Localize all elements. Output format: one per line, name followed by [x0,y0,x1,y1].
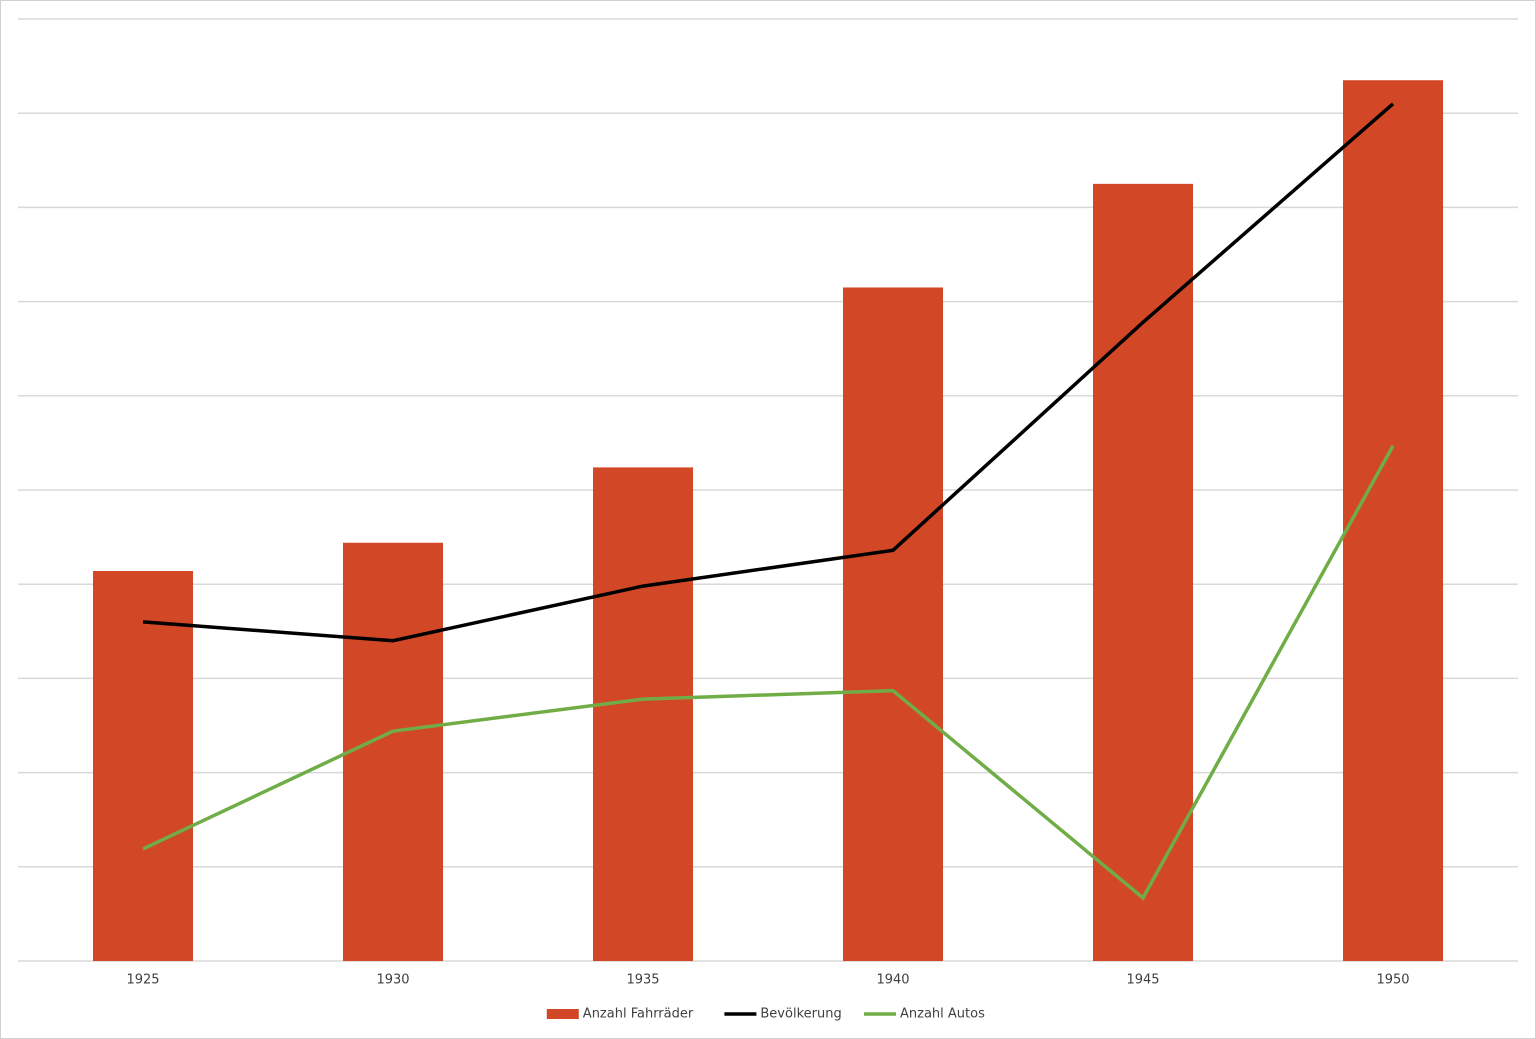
x-tick-label: 1935 [626,973,659,988]
bar [1343,80,1443,962]
bar [593,467,693,961]
legend-label: Bevölkerung [760,1007,841,1022]
legend-label: Anzahl Fahrräder [583,1007,694,1022]
legend-label: Anzahl Autos [900,1007,985,1022]
line [142,444,1395,901]
bar [843,287,943,962]
line [142,102,1395,643]
x-tick-label: 1945 [1126,973,1159,988]
bar [343,542,443,961]
bar [1093,183,1193,962]
bar [93,571,193,961]
x-tick-label: 1930 [376,973,409,988]
x-tick-label: 1940 [876,973,909,988]
x-tick-label: 1950 [1376,973,1409,988]
x-tick-label: 1925 [126,973,159,988]
legend-swatch [546,1009,579,1019]
